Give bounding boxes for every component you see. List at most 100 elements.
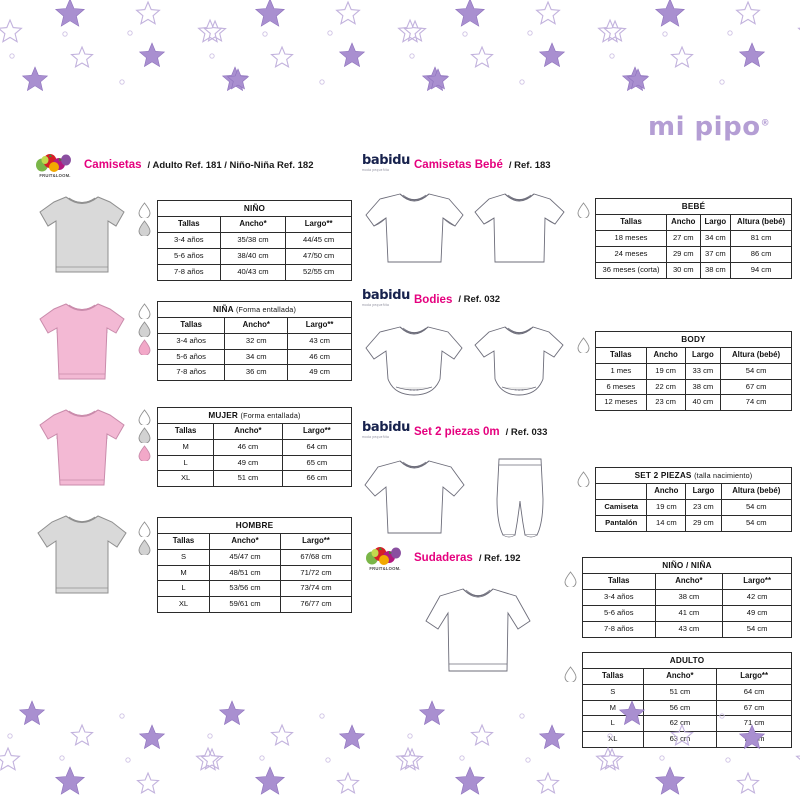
babidu-wordmark: babidu: [362, 420, 411, 436]
col-header: Largo**: [285, 216, 352, 234]
table-row: M 46 cm 64 cm: [156, 438, 353, 456]
size-table-adulto: ADULTO Tallas Ancho* Largo** S 51 cm 64 …: [582, 651, 792, 748]
col-header: Tallas: [156, 316, 226, 334]
row-sudaderas: FRUIT&LOOM. Sudaderas / Ref. 192: [362, 543, 792, 748]
fruit-of-the-loom-logo-icon: FRUIT&LOOM.: [32, 152, 78, 178]
wash-drop-group-body: [577, 336, 590, 353]
garment-tshirt-man-gray: [32, 507, 132, 602]
section-header-set-2-piezas: babidu moda pequeñita Set 2 piezas 0m / …: [362, 417, 792, 447]
table-caption-nino-nina: NIÑO / NIÑA: [582, 557, 792, 575]
col-header: Tallas: [582, 668, 644, 685]
table-row: M 48/51 cm 71/72 cm: [157, 564, 353, 582]
decorative-star-border-top: [0, 0, 800, 100]
drop-icon-outline: [577, 202, 590, 218]
table-row: 7-8 años 36 cm 49 cm: [156, 364, 352, 382]
col-header: Tallas: [157, 216, 221, 234]
row-mujer: MUJER (Forma entallada) Tallas Ancho* La…: [32, 401, 362, 493]
size-table-body: BODY Tallas Ancho Largo Altura (bebé) 1 …: [595, 330, 792, 412]
col-header: Ancho: [645, 346, 686, 364]
row-nino: NIÑO Tallas Ancho* Largo** 3-4 años 35/3…: [32, 188, 362, 281]
table-row: S 51 cm 64 cm: [582, 683, 792, 701]
brand-logo-mi-pipo: mi pipo®: [648, 112, 778, 146]
babidu-wordmark: babidu: [362, 153, 411, 168]
decorative-star-border-bottom: [0, 700, 800, 800]
section-ref-camisetas-bebe: / Ref. 183: [508, 159, 551, 171]
col-header: Ancho*: [213, 422, 283, 440]
table-caption-set2piezas: SET 2 PIEZAS (talla nacimiento): [595, 467, 792, 485]
table-row: 1 mes 19 cm 33 cm 54 cm: [595, 362, 792, 380]
babidu-logo-icon: babidu moda pequeñita: [362, 420, 411, 443]
col-header: Largo**: [279, 532, 353, 550]
table-caption-nina: NIÑA (Forma entallada): [157, 300, 352, 318]
col-header: Largo: [685, 483, 722, 501]
col-header: Altura (bebé): [720, 483, 793, 501]
table-caption-nino: NIÑO: [157, 199, 352, 218]
col-header: Tallas: [582, 573, 656, 591]
col-header: Largo**: [722, 573, 792, 591]
garment-set-pants: [467, 449, 572, 539]
table-caption-mujer: MUJER (Forma entallada): [157, 406, 352, 424]
table-row: 5-6 años 38/40 cm 47/50 cm: [157, 248, 352, 265]
size-table-nina: NIÑA (Forma entallada) Tallas Ancho* Lar…: [156, 300, 352, 382]
section-ref-camisetas: / Adulto Ref. 181 / Niño-Niña Ref. 182: [147, 159, 314, 171]
wash-drop-group-nina: [138, 302, 151, 355]
col-header: Ancho*: [654, 573, 724, 591]
size-table-bebe: BEBÉ Tallas Ancho Largo Altura (bebé) 18…: [594, 197, 792, 279]
table-row: 12 meses 23 cm 40 cm 74 cm: [595, 394, 792, 412]
size-table-nino-nina: NIÑO / NIÑA Tallas Ancho* Largo** 3-4 añ…: [582, 557, 792, 638]
section-header-camisetas: FRUIT&LOOM. Camisetas / Adulto Ref. 181 …: [32, 150, 362, 180]
fruit-of-the-loom-wordmark: FRUIT&LOOM.: [39, 173, 71, 178]
wash-drop-group-nino: [138, 202, 151, 236]
section-ref-set-2-piezas: / Ref. 033: [505, 426, 548, 438]
row-body: o o o o o o BODY Tallas Ancho Largo A: [362, 317, 792, 412]
col-header: Largo: [699, 214, 732, 232]
drop-icon-outline: [577, 336, 590, 353]
size-table-set2piezas: SET 2 PIEZAS (talla nacimiento) Ancho La…: [594, 467, 793, 532]
wash-drop-group-nino-nina: [564, 571, 577, 588]
drop-icon-outline: [138, 302, 151, 319]
table-row: S 45/47 cm 67/68 cm: [157, 548, 353, 566]
brand-logo-registered-mark: ®: [760, 118, 771, 129]
fruit-of-the-loom-wordmark: FRUIT&LOOM.: [369, 566, 401, 572]
wash-drop-group-set2piezas: [577, 471, 590, 488]
section-title-camisetas: Camisetas: [84, 159, 142, 171]
garment-baby-tee-short-sleeve: [467, 182, 572, 270]
sudaderas-left-block: FRUIT&LOOM. Sudaderas / Ref. 192: [362, 543, 564, 677]
svg-text:o o o: o o o: [410, 387, 420, 392]
row-hombre: HOMBRE Tallas Ancho* Largo** S 45/47 cm …: [32, 507, 362, 613]
col-header: Ancho*: [642, 668, 718, 685]
col-header: Tallas: [157, 532, 210, 550]
drop-icon-gray: [138, 426, 151, 443]
col-header: Altura (bebé): [720, 346, 792, 364]
drop-icon-pink: [138, 338, 151, 355]
col-header: Ancho*: [224, 316, 289, 334]
col-header: Ancho*: [208, 532, 281, 550]
babidu-tagline: moda pequeñita: [362, 435, 390, 440]
table-row: 7-8 años 40/43 cm 52/55 cm: [157, 263, 352, 281]
table-row: 3-4 años 38 cm 42 cm: [582, 589, 792, 607]
garment-bodysuit-long-sleeve: o o o: [362, 317, 467, 405]
drop-icon-outline: [564, 665, 577, 682]
drop-icon-outline: [564, 571, 577, 588]
drop-icon-gray: [138, 320, 151, 337]
babidu-wordmark: babidu: [362, 287, 411, 303]
size-table-hombre: HOMBRE Tallas Ancho* Largo** S 45/47 cm …: [157, 516, 353, 613]
drop-icon-outline: [138, 520, 151, 537]
table-row: 18 meses 27 cm 34 cm 81 cm: [594, 230, 792, 248]
adulto-table-row: ADULTO Tallas Ancho* Largo** S 51 cm 64 …: [564, 651, 792, 748]
section-title-sudaderas: Sudaderas: [414, 552, 473, 565]
wash-drop-group-mujer: [138, 408, 151, 461]
section-header-sudaderas: FRUIT&LOOM. Sudaderas / Ref. 192: [362, 543, 564, 573]
col-header: Ancho*: [219, 216, 287, 234]
col-header: Tallas: [156, 422, 215, 440]
table-row: Camiseta 19 cm 23 cm 54 cm: [594, 499, 793, 517]
table-row: Pantalón 14 cm 29 cm 54 cm: [594, 515, 793, 532]
svg-text:o o o: o o o: [515, 387, 525, 392]
size-table-nino: NIÑO Tallas Ancho* Largo** 3-4 años 35/3…: [157, 199, 352, 281]
babidu-logo-icon: babidu moda pequeñita: [362, 153, 411, 176]
table-row: 3-4 años 32 cm 43 cm: [156, 332, 352, 350]
table-row: XL 59/61 cm 76/77 cm: [157, 596, 353, 613]
col-header: Largo**: [716, 668, 792, 685]
drop-icon-gray: [138, 220, 151, 236]
table-row: 36 meses (corta) 30 cm 38 cm 94 cm: [594, 261, 792, 279]
